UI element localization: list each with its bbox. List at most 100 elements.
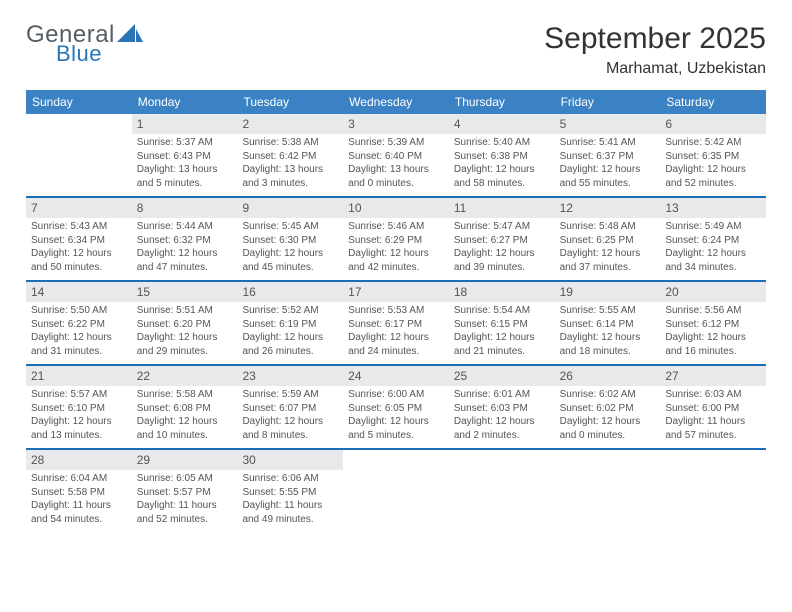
daylight-line: Daylight: 12 hours and 45 minutes. (242, 247, 338, 274)
sunset-line: Sunset: 6:07 PM (242, 402, 338, 416)
daylight-line: Daylight: 12 hours and 24 minutes. (348, 331, 444, 358)
day-body: Sunrise: 5:47 AMSunset: 6:27 PMDaylight:… (449, 218, 555, 278)
sunrise-line: Sunrise: 6:03 AM (665, 388, 761, 402)
day-number: 11 (449, 198, 555, 218)
day-cell-12: 12 Sunrise: 5:48 AMSunset: 6:25 PMDayligh… (555, 198, 661, 280)
daylight-line: Daylight: 12 hours and 13 minutes. (31, 415, 127, 442)
daylight-line: Daylight: 12 hours and 39 minutes. (454, 247, 550, 274)
day-number: 30 (237, 450, 343, 470)
sunset-line: Sunset: 6:35 PM (665, 150, 761, 164)
day-body: Sunrise: 6:02 AMSunset: 6:02 PMDaylight:… (555, 386, 661, 446)
day-body: Sunrise: 5:59 AMSunset: 6:07 PMDaylight:… (237, 386, 343, 446)
day-number: 17 (343, 282, 449, 302)
day-body: Sunrise: 5:41 AMSunset: 6:37 PMDaylight:… (555, 134, 661, 194)
sunrise-line: Sunrise: 5:37 AM (137, 136, 233, 150)
sunset-line: Sunset: 6:34 PM (31, 234, 127, 248)
dow-thursday: Thursday (449, 90, 555, 114)
day-body: Sunrise: 5:43 AMSunset: 6:34 PMDaylight:… (26, 218, 132, 278)
daylight-line: Daylight: 12 hours and 47 minutes. (137, 247, 233, 274)
day-body: Sunrise: 5:42 AMSunset: 6:35 PMDaylight:… (660, 134, 766, 194)
day-cell-24: 24Sunrise: 6:00 AMSunset: 6:05 PMDayligh… (343, 366, 449, 448)
day-cell-21: 21Sunrise: 5:57 AMSunset: 6:10 PMDayligh… (26, 366, 132, 448)
sunrise-line: Sunrise: 5:53 AM (348, 304, 444, 318)
daylight-line: Daylight: 12 hours and 16 minutes. (665, 331, 761, 358)
sunrise-line: Sunrise: 5:48 AM (560, 220, 656, 234)
daylight-line: Daylight: 12 hours and 55 minutes. (560, 163, 656, 190)
sunset-line: Sunset: 6:22 PM (31, 318, 127, 332)
day-cell-1: 1Sunrise: 5:37 AMSunset: 6:43 PMDaylight… (132, 114, 238, 196)
sunset-line: Sunset: 5:58 PM (31, 486, 127, 500)
day-number (343, 450, 449, 454)
day-cell-18: 18Sunrise: 5:54 AMSunset: 6:15 PMDayligh… (449, 282, 555, 364)
day-number: 13 (660, 198, 766, 218)
day-number: 3 (343, 114, 449, 134)
sunrise-line: Sunrise: 5:42 AM (665, 136, 761, 150)
sunset-line: Sunset: 6:03 PM (454, 402, 550, 416)
day-body: Sunrise: 5:38 AMSunset: 6:42 PMDaylight:… (237, 134, 343, 194)
sunrise-line: Sunrise: 5:46 AM (348, 220, 444, 234)
sunrise-line: Sunrise: 5:55 AM (560, 304, 656, 318)
day-number: 1 (132, 114, 238, 134)
page-title: September 2025 (544, 22, 766, 56)
day-body: Sunrise: 5:56 AMSunset: 6:12 PMDaylight:… (660, 302, 766, 362)
day-body: Sunrise: 5:44 AMSunset: 6:32 PMDaylight:… (132, 218, 238, 278)
daylight-line: Daylight: 12 hours and 34 minutes. (665, 247, 761, 274)
daylight-line: Daylight: 12 hours and 5 minutes. (348, 415, 444, 442)
day-number (555, 450, 661, 454)
sunset-line: Sunset: 5:57 PM (137, 486, 233, 500)
sunset-line: Sunset: 6:40 PM (348, 150, 444, 164)
day-of-week-header: SundayMondayTuesdayWednesdayThursdayFrid… (26, 90, 766, 114)
sunrise-line: Sunrise: 6:01 AM (454, 388, 550, 402)
sunset-line: Sunset: 6:24 PM (665, 234, 761, 248)
day-number: 18 (449, 282, 555, 302)
day-number (660, 450, 766, 454)
sunrise-line: Sunrise: 6:05 AM (137, 472, 233, 486)
empty-cell (449, 450, 555, 532)
day-cell-15: 15Sunrise: 5:51 AMSunset: 6:20 PMDayligh… (132, 282, 238, 364)
day-number: 29 (132, 450, 238, 470)
day-cell-2: 2Sunrise: 5:38 AMSunset: 6:42 PMDaylight… (237, 114, 343, 196)
calendar-weeks: 1Sunrise: 5:37 AMSunset: 6:43 PMDaylight… (26, 114, 766, 532)
day-number: 27 (660, 366, 766, 386)
sunset-line: Sunset: 6:37 PM (560, 150, 656, 164)
daylight-line: Daylight: 12 hours and 18 minutes. (560, 331, 656, 358)
sunrise-line: Sunrise: 5:59 AM (242, 388, 338, 402)
daylight-line: Daylight: 11 hours and 49 minutes. (242, 499, 338, 526)
empty-cell (660, 450, 766, 532)
day-cell-23: 23Sunrise: 5:59 AMSunset: 6:07 PMDayligh… (237, 366, 343, 448)
day-cell-16: 16Sunrise: 5:52 AMSunset: 6:19 PMDayligh… (237, 282, 343, 364)
daylight-line: Daylight: 12 hours and 2 minutes. (454, 415, 550, 442)
day-number: 22 (132, 366, 238, 386)
day-number: 12 (555, 198, 661, 218)
day-body: Sunrise: 5:46 AMSunset: 6:29 PMDaylight:… (343, 218, 449, 278)
week-row: 28Sunrise: 6:04 AMSunset: 5:58 PMDayligh… (26, 450, 766, 532)
day-body: Sunrise: 5:39 AMSunset: 6:40 PMDaylight:… (343, 134, 449, 194)
dow-tuesday: Tuesday (237, 90, 343, 114)
day-cell-4: 4Sunrise: 5:40 AMSunset: 6:38 PMDaylight… (449, 114, 555, 196)
day-body: Sunrise: 6:06 AMSunset: 5:55 PMDaylight:… (237, 470, 343, 530)
sunset-line: Sunset: 6:20 PM (137, 318, 233, 332)
day-number: 23 (237, 366, 343, 386)
day-cell-27: 27Sunrise: 6:03 AMSunset: 6:00 PMDayligh… (660, 366, 766, 448)
day-cell-8: 8Sunrise: 5:44 AMSunset: 6:32 PMDaylight… (132, 198, 238, 280)
sunrise-line: Sunrise: 6:04 AM (31, 472, 127, 486)
day-body: Sunrise: 5:40 AMSunset: 6:38 PMDaylight:… (449, 134, 555, 194)
daylight-line: Daylight: 12 hours and 52 minutes. (665, 163, 761, 190)
sunset-line: Sunset: 6:25 PM (560, 234, 656, 248)
day-body: Sunrise: 5:45 AMSunset: 6:30 PMDaylight:… (237, 218, 343, 278)
sunset-line: Sunset: 6:32 PM (137, 234, 233, 248)
day-body: Sunrise: 6:00 AMSunset: 6:05 PMDaylight:… (343, 386, 449, 446)
daylight-line: Daylight: 12 hours and 37 minutes. (560, 247, 656, 274)
day-body: Sunrise: 6:01 AMSunset: 6:03 PMDaylight:… (449, 386, 555, 446)
day-body: Sunrise: 6:05 AMSunset: 5:57 PMDaylight:… (132, 470, 238, 530)
sunrise-line: Sunrise: 5:47 AM (454, 220, 550, 234)
day-cell-7: 7Sunrise: 5:43 AMSunset: 6:34 PMDaylight… (26, 198, 132, 280)
sunset-line: Sunset: 6:02 PM (560, 402, 656, 416)
sunset-line: Sunset: 6:05 PM (348, 402, 444, 416)
sunset-line: Sunset: 6:10 PM (31, 402, 127, 416)
day-number: 25 (449, 366, 555, 386)
sunset-line: Sunset: 6:29 PM (348, 234, 444, 248)
dow-friday: Friday (555, 90, 661, 114)
logo-word-2: Blue (56, 43, 143, 65)
daylight-line: Daylight: 12 hours and 58 minutes. (454, 163, 550, 190)
